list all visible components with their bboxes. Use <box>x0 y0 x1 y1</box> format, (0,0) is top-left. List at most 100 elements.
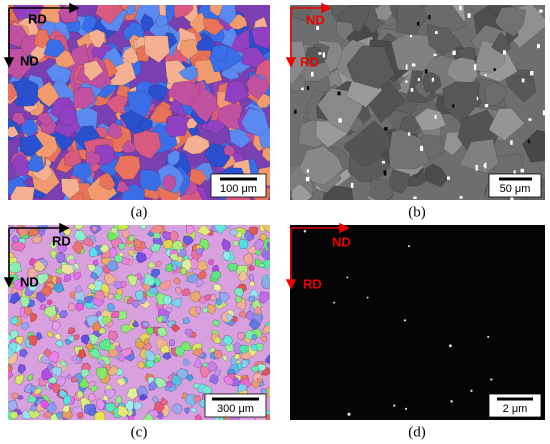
grain <box>171 240 184 251</box>
grain <box>65 373 73 380</box>
grain <box>156 315 164 323</box>
grain <box>96 367 108 381</box>
grain <box>51 320 61 332</box>
particle <box>366 296 369 299</box>
grain <box>210 44 230 63</box>
grain <box>142 321 150 328</box>
grain <box>27 374 34 381</box>
grain <box>85 151 102 167</box>
particle <box>428 14 431 20</box>
grain <box>9 291 22 305</box>
particle <box>470 389 473 392</box>
grain <box>143 273 156 287</box>
grain <box>125 5 136 15</box>
grain <box>90 271 99 280</box>
grain <box>194 306 201 315</box>
grain <box>133 400 143 412</box>
particle <box>493 68 496 71</box>
grain <box>374 5 393 21</box>
scale-bar-label: 2 μm <box>503 403 528 415</box>
grain <box>222 251 232 262</box>
grain <box>111 340 120 348</box>
grain <box>207 361 218 373</box>
grain <box>143 35 170 63</box>
grain <box>265 354 270 365</box>
particle <box>318 52 322 55</box>
grain <box>135 338 146 350</box>
grain <box>43 304 57 319</box>
grain <box>458 138 499 174</box>
grain <box>101 316 112 326</box>
grain <box>105 94 130 113</box>
grain <box>158 279 172 292</box>
particle <box>350 182 354 188</box>
particle <box>316 25 320 30</box>
particle <box>405 64 408 70</box>
particle <box>434 31 438 34</box>
grain <box>193 358 203 368</box>
grain <box>396 5 428 35</box>
grain <box>8 369 14 380</box>
grain <box>85 342 95 351</box>
grain <box>100 249 111 259</box>
particle <box>417 77 420 82</box>
grain <box>241 47 267 69</box>
particle <box>383 170 387 176</box>
grain <box>153 231 161 239</box>
grain <box>209 294 218 301</box>
particle <box>384 127 388 131</box>
particle <box>490 378 493 381</box>
grain <box>101 282 111 294</box>
grain <box>127 234 135 242</box>
particle <box>537 44 540 49</box>
grain <box>207 258 215 266</box>
grain <box>27 282 38 291</box>
grain <box>63 394 72 406</box>
grain <box>173 5 194 20</box>
grain <box>233 287 244 298</box>
grain <box>8 82 18 102</box>
grain <box>49 241 58 250</box>
particle <box>393 404 396 407</box>
grain <box>251 334 257 341</box>
grain <box>367 178 394 200</box>
grain <box>107 122 123 140</box>
grain <box>73 271 81 280</box>
grain <box>131 320 139 328</box>
grain <box>89 347 102 359</box>
particle <box>476 96 479 101</box>
grain <box>61 404 70 413</box>
grain <box>171 323 181 333</box>
particle <box>503 50 506 55</box>
grain <box>226 313 234 322</box>
particle <box>528 118 532 121</box>
grain <box>87 283 96 291</box>
grain <box>94 290 105 302</box>
grain <box>188 87 218 123</box>
grain <box>42 410 52 419</box>
grain <box>74 285 83 294</box>
grain <box>221 310 231 324</box>
grain <box>238 271 249 283</box>
grain <box>121 139 137 153</box>
grain <box>255 59 270 86</box>
grain <box>76 390 84 399</box>
grain <box>61 264 75 275</box>
grain <box>88 29 105 48</box>
grain <box>192 348 203 357</box>
grain <box>186 273 198 283</box>
grain <box>64 339 72 345</box>
grain <box>243 252 253 266</box>
grain <box>414 107 447 131</box>
grain <box>186 374 194 382</box>
grain <box>199 365 211 378</box>
particle <box>448 344 452 348</box>
grain <box>50 366 62 378</box>
direction-label: ND <box>306 12 325 27</box>
grain <box>114 253 124 264</box>
grain <box>147 84 167 102</box>
grain <box>135 289 144 301</box>
grain <box>162 295 172 306</box>
grain <box>37 81 60 108</box>
particle <box>338 118 342 123</box>
